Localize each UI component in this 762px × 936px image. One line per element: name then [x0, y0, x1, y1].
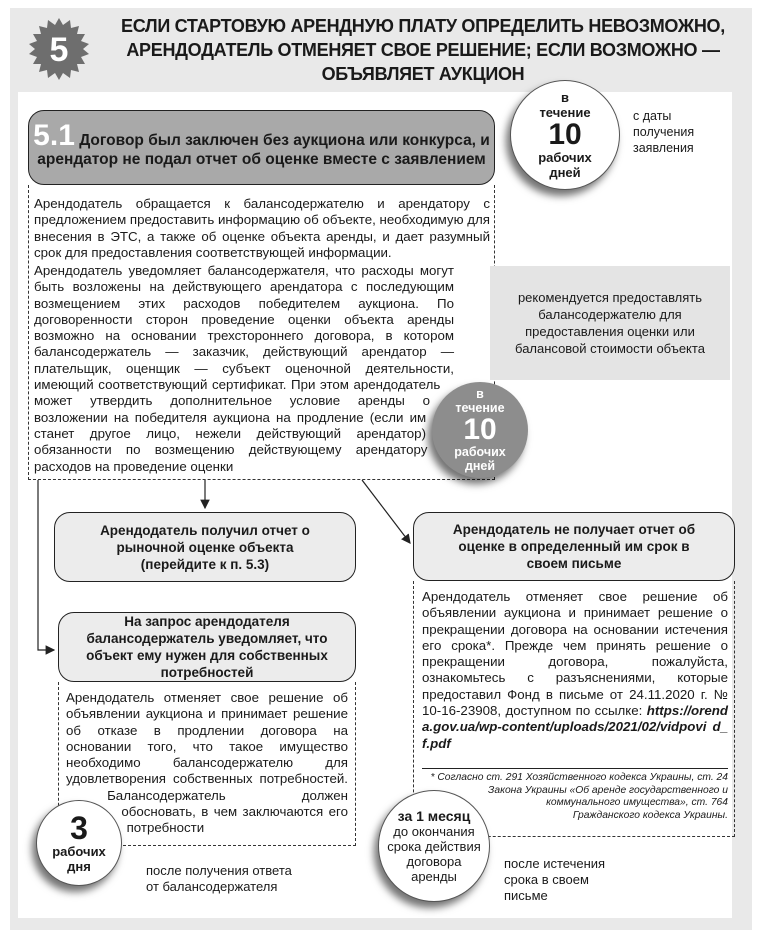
branch-report-received-text: Арендодатель получил отчет о рыночной оц…: [100, 522, 310, 572]
own-needs-text-frame: [58, 682, 356, 846]
section-5-1-header: 5.1 Договор был заключен без аукциона ил…: [28, 110, 495, 185]
own-needs-text-wrap: Арендодатель отменяет свое решение об об…: [66, 690, 348, 890]
timer-top-note: с даты получения заявления: [633, 109, 695, 155]
not-received-text-frame: [413, 581, 735, 837]
explanation-link[interactable]: https://orenda.gov.ua/wp-content/uploads…: [422, 703, 728, 751]
arrow-to-not-received: [361, 479, 411, 544]
timer-pre: течение: [539, 105, 591, 120]
branch-report-not-received: Арендодатель не получает отчет об оценке…: [413, 512, 735, 581]
footnote-wrap: * Согласно ст. 291 Хозяйственного кодекс…: [426, 772, 728, 902]
timer-number: 10: [463, 413, 497, 446]
arrow-to-own-needs: [37, 480, 56, 655]
timer-pre: течение: [455, 401, 505, 415]
timer-3-days: 3 рабочих дня: [36, 800, 122, 886]
timer-10-days-mid: в течение 10 рабочих дней: [432, 382, 528, 478]
timer-10-days-top: в течение 10 рабочих дней: [510, 80, 620, 190]
not-received-body: Арендодатель отменяет свое решение об об…: [422, 589, 728, 719]
timer-month-text: до окончания срока действия договора аре…: [387, 823, 481, 884]
timer-month-bold: за 1 месяц: [397, 807, 471, 824]
section-heading: Договор был заключен без аукциона или ко…: [37, 132, 490, 168]
timer-unit: дня: [67, 859, 91, 874]
timer-unit: дней: [464, 459, 496, 473]
timer-3-note: после получения ответа от балансодержате…: [146, 863, 292, 894]
timer-number: 10: [548, 118, 582, 151]
own-needs-text: Арендодатель отменяет свое решение об об…: [66, 690, 348, 836]
timer-month-note: после истечения срока в своем письме: [504, 856, 606, 903]
badge-number: 5: [50, 31, 69, 69]
content-panel: [18, 92, 732, 918]
timer-pre: в: [476, 387, 484, 401]
recommendation-note: рекомендуется предоставлять балансодержа…: [490, 266, 730, 380]
branch-not-received-heading: Арендодатель не получает отчет об оценке…: [452, 522, 696, 571]
starburst-badge-icon: 5: [29, 18, 89, 80]
branch-own-needs: На запрос арендодателя балансодержатель …: [58, 612, 356, 682]
timer-1-month: за 1 месяц до окончания срока действия д…: [378, 790, 490, 902]
main-text-1: Арендодатель обращается к балансодержате…: [34, 196, 490, 260]
footnote-divider: [422, 768, 728, 769]
main-text-2-wrap: Арендодатель уведомляет балансодержателя…: [34, 263, 454, 482]
footnote: * Согласно ст. 291 Хозяйственного кодекс…: [430, 772, 728, 821]
branch-report-received: Арендодатель получил отчет о рыночной оц…: [54, 512, 356, 582]
branch-own-needs-heading: На запрос арендодателя балансодержатель …: [86, 614, 328, 680]
timer-unit: дней: [549, 165, 581, 180]
timer-unit: рабочих: [538, 150, 592, 165]
main-text-2: Арендодатель уведомляет балансодержателя…: [34, 263, 454, 474]
timer-pre: в: [561, 90, 569, 105]
timer-unit: рабочих: [52, 844, 106, 859]
section-number: 5.1: [33, 119, 75, 152]
timer-number: 3: [70, 810, 88, 846]
not-received-text: Арендодатель отменяет свое решение об об…: [422, 589, 728, 752]
timer-unit: рабочих: [454, 445, 506, 459]
page-title: ЕСЛИ СТАРТОВУЮ АРЕНДНУЮ ПЛАТУ ОПРЕДЕЛИТЬ…: [121, 16, 725, 84]
